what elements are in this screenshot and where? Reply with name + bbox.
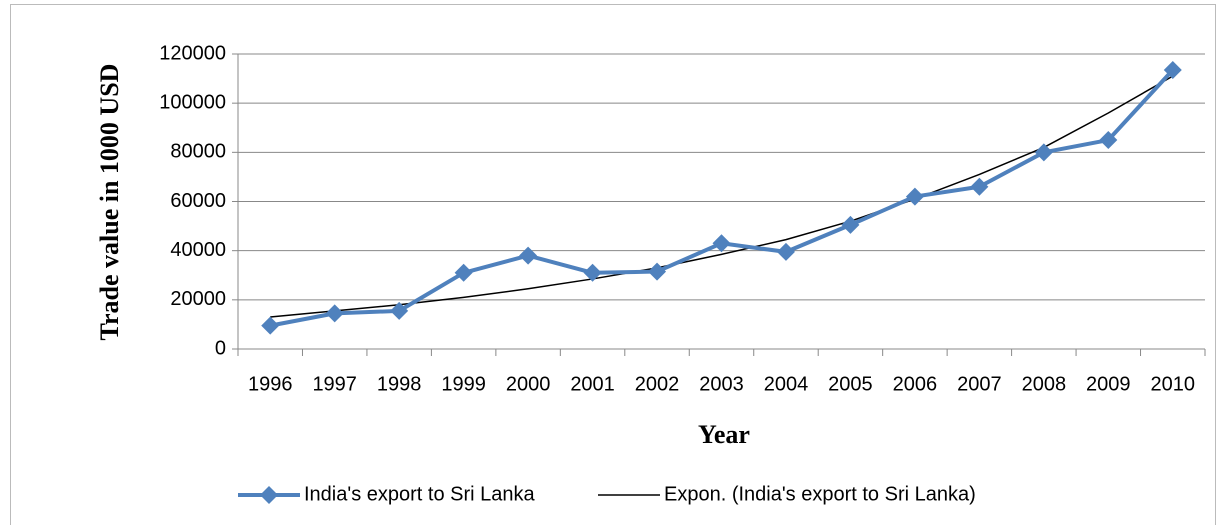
x-tick-label: 2008 xyxy=(1022,373,1067,395)
chart-border xyxy=(10,4,1216,530)
marker xyxy=(1099,131,1118,150)
marker xyxy=(1034,143,1053,162)
x-tick-label: 2001 xyxy=(570,373,615,395)
y-tick-label: 40000 xyxy=(170,239,226,261)
marker xyxy=(261,316,280,335)
marker xyxy=(712,234,731,253)
legend-marker xyxy=(260,486,278,504)
marker xyxy=(776,242,795,261)
marker xyxy=(970,177,989,196)
marker xyxy=(390,301,409,320)
y-axis-title: Trade value in 1000 USD xyxy=(95,64,124,341)
legend-label: Expon. (India's export to Sri Lanka) xyxy=(664,483,976,505)
marker xyxy=(325,304,344,323)
marker xyxy=(648,262,667,281)
y-tick-label: 0 xyxy=(215,337,226,359)
marker xyxy=(583,263,602,282)
marker xyxy=(519,246,538,265)
legend-label: India's export to Sri Lanka xyxy=(304,483,535,505)
x-tick-label: 1997 xyxy=(312,373,357,395)
x-tick-label: 1998 xyxy=(377,373,422,395)
x-tick-label: 2006 xyxy=(893,373,938,395)
y-tick-label: 60000 xyxy=(170,190,226,212)
x-tick-label: 2003 xyxy=(699,373,744,395)
x-tick-label: 2005 xyxy=(828,373,873,395)
x-axis-title: Year xyxy=(698,420,750,449)
x-tick-label: 2007 xyxy=(957,373,1002,395)
trend-line xyxy=(270,75,1174,318)
x-tick-label: 2010 xyxy=(1151,373,1196,395)
marker xyxy=(1163,60,1182,79)
x-tick-label: 1996 xyxy=(248,373,293,395)
x-tick-label: 1999 xyxy=(441,373,486,395)
y-tick-label: 20000 xyxy=(170,288,226,310)
x-tick-label: 2002 xyxy=(635,373,680,395)
marker xyxy=(841,215,860,234)
y-tick-label: 100000 xyxy=(159,91,226,113)
y-tick-label: 120000 xyxy=(159,42,226,64)
x-tick-label: 2000 xyxy=(506,373,551,395)
marker xyxy=(905,187,924,206)
marker xyxy=(454,263,473,282)
data-line xyxy=(269,68,1175,328)
x-tick-label: 2004 xyxy=(764,373,809,395)
x-tick-label: 2009 xyxy=(1086,373,1131,395)
y-tick-label: 80000 xyxy=(170,141,226,163)
